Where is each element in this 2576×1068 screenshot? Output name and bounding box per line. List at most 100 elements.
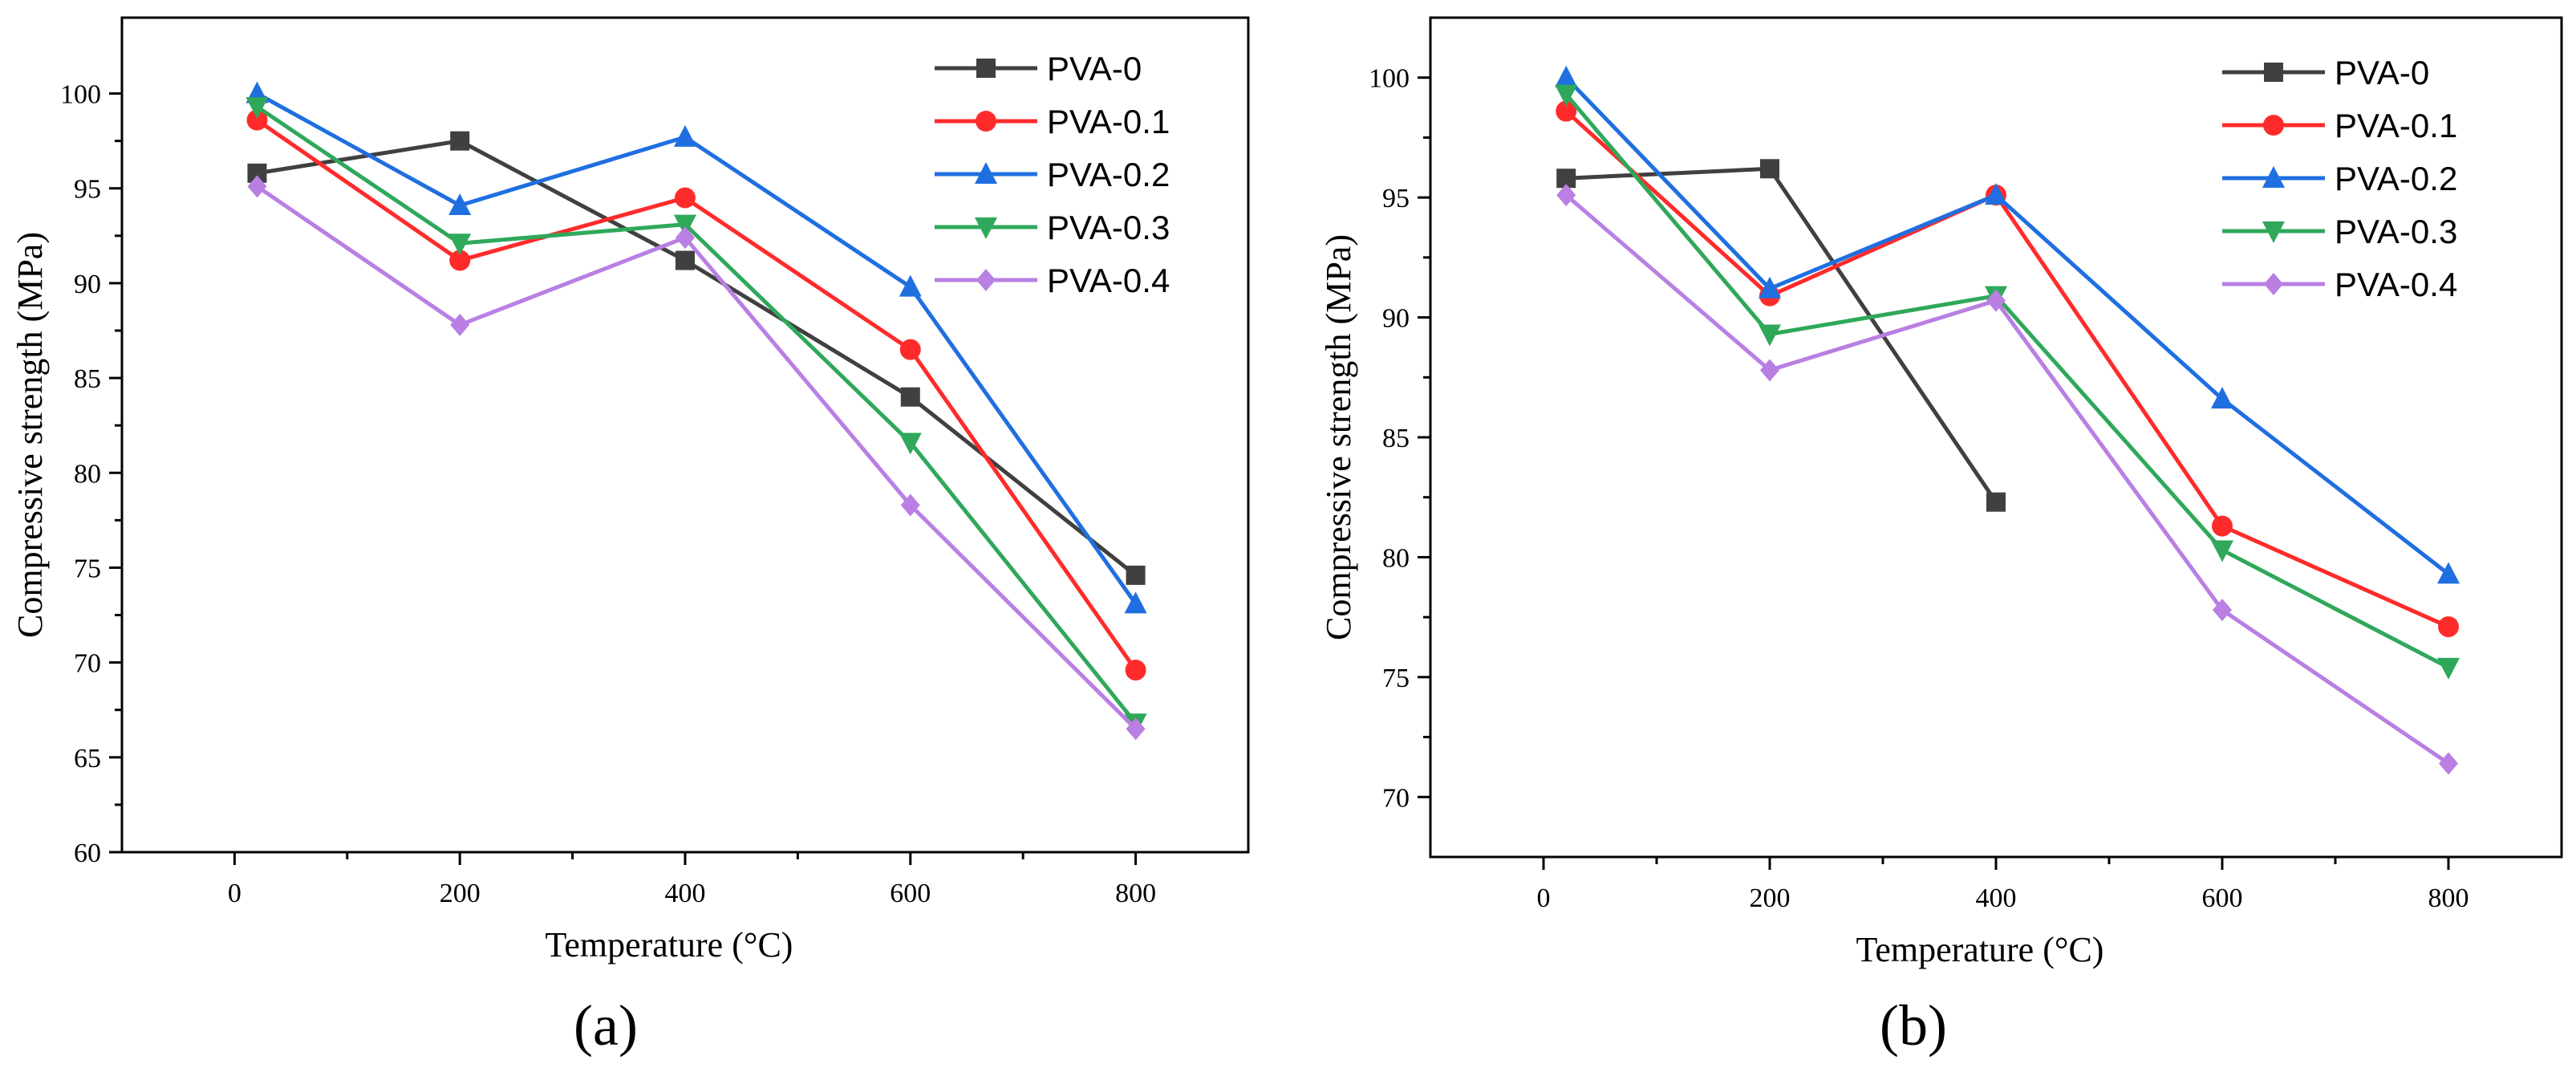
legend-marker xyxy=(975,217,997,239)
data-point xyxy=(674,214,696,237)
y-tick-label: 70 xyxy=(1382,783,1410,813)
y-tick-label: 80 xyxy=(74,459,101,489)
x-tick-label: 800 xyxy=(1115,879,1156,908)
data-point xyxy=(675,226,695,250)
data-point xyxy=(1555,65,1578,87)
x-tick-label: 200 xyxy=(440,879,481,908)
data-point xyxy=(450,313,470,336)
x-tick-label: 600 xyxy=(2202,883,2243,913)
y-tick-label: 90 xyxy=(1382,304,1410,334)
data-point xyxy=(675,187,696,209)
x-tick-label: 400 xyxy=(665,879,706,908)
chart-panel-b: 0 200 400 600 800 70 75 80 85 90 95 100 Temperature … xyxy=(1319,16,2563,1058)
data-point xyxy=(448,193,472,215)
data-point xyxy=(2213,599,2232,622)
legend-marker xyxy=(2263,115,2284,136)
data-point xyxy=(245,97,269,120)
y-tick-label: 95 xyxy=(1382,184,1410,213)
series-line-pva-0.2 xyxy=(256,91,1138,605)
data-point xyxy=(1555,84,1578,107)
data-point xyxy=(247,175,267,198)
data-point xyxy=(2211,387,2233,409)
data-point xyxy=(675,250,695,270)
legend-label: PVA-0.2 xyxy=(2335,160,2457,197)
y-tick-label: 65 xyxy=(74,744,101,774)
data-point xyxy=(1124,591,1147,614)
series-line-pva-0.1 xyxy=(1564,109,2450,629)
legend-label: PVA-0.1 xyxy=(2335,107,2457,144)
y-tick-label: 100 xyxy=(1369,64,1410,94)
y-tick-label: 90 xyxy=(74,270,101,299)
legend-label: PVA-0 xyxy=(2335,54,2429,91)
y-tick-label: 85 xyxy=(74,364,101,394)
legend-marker xyxy=(2264,63,2283,82)
legend-label: PVA-0.4 xyxy=(1047,262,1170,299)
legend-label: PVA-0.2 xyxy=(1047,156,1170,193)
x-tick-label: 600 xyxy=(890,879,931,908)
y-tick-label: 100 xyxy=(60,80,101,110)
data-point xyxy=(2211,540,2233,562)
data-point xyxy=(2437,657,2460,680)
data-point xyxy=(2437,562,2460,584)
x-tick-label: 400 xyxy=(1976,883,2017,913)
data-point xyxy=(1986,289,2006,312)
x-tick-label: 0 xyxy=(228,879,241,908)
legend-marker xyxy=(2262,166,2285,188)
legend-marker xyxy=(975,162,997,184)
x-tick-label: 800 xyxy=(2428,883,2469,913)
legend-marker xyxy=(2262,221,2285,243)
data-point xyxy=(246,109,268,131)
series-line-pva-0.3 xyxy=(1564,93,2450,670)
data-point xyxy=(899,339,921,360)
x-tick-label: 200 xyxy=(1750,883,1791,913)
legend-marker xyxy=(976,269,996,291)
data-point xyxy=(1125,660,1146,681)
panel-label: (b) xyxy=(1880,993,1947,1058)
series-line-pva-0.4 xyxy=(1564,193,2450,765)
data-point xyxy=(1760,359,1779,382)
y-tick-label: 75 xyxy=(74,554,101,583)
data-point xyxy=(2438,616,2459,638)
legend-marker xyxy=(976,59,996,78)
data-point xyxy=(1759,276,1781,298)
data-point xyxy=(1760,159,1779,179)
data-point xyxy=(1126,717,1146,741)
data-point xyxy=(900,493,920,517)
data-point xyxy=(1985,183,2007,205)
legend-label: PVA-0.3 xyxy=(2335,213,2457,250)
y-axis-title: Compressive strength (MPa) xyxy=(10,232,50,638)
data-point xyxy=(1759,324,1781,347)
data-point xyxy=(2439,752,2458,775)
data-point xyxy=(900,387,920,407)
y-tick-label: 80 xyxy=(1382,543,1410,573)
y-tick-label: 75 xyxy=(1382,664,1410,693)
legend-label: PVA-0.1 xyxy=(1047,103,1170,140)
series-line-pva-0.1 xyxy=(256,118,1138,672)
series-line-pva-0 xyxy=(1566,166,1998,504)
data-point xyxy=(1126,565,1146,585)
legend-label: PVA-0.4 xyxy=(2335,266,2457,303)
legend-marker xyxy=(2264,273,2283,295)
data-point xyxy=(2212,515,2233,537)
y-tick-label: 70 xyxy=(74,649,101,679)
x-tick-label: 0 xyxy=(1537,883,1551,913)
data-point xyxy=(1986,492,2006,512)
legend-label: PVA-0.3 xyxy=(1047,209,1170,246)
chart-panel-a: 0 200 400 600 800 60 65 70 75 80 85 90 95 100 Temperat… xyxy=(10,16,1250,1058)
data-point xyxy=(899,274,922,297)
legend-marker xyxy=(976,111,996,132)
data-point xyxy=(899,432,922,455)
y-tick-label: 60 xyxy=(74,839,101,868)
data-point xyxy=(448,233,472,256)
data-point xyxy=(674,124,696,147)
data-point xyxy=(1556,100,1577,122)
data-point xyxy=(449,250,471,271)
data-point xyxy=(450,131,470,151)
x-axis-title: Temperature (°C) xyxy=(1856,930,2104,969)
y-tick-label: 95 xyxy=(74,175,101,205)
legend-label: PVA-0 xyxy=(1047,50,1142,87)
y-tick-label: 85 xyxy=(1382,424,1410,453)
data-point xyxy=(1556,184,1576,207)
x-axis-title: Temperature (°C) xyxy=(546,925,793,964)
